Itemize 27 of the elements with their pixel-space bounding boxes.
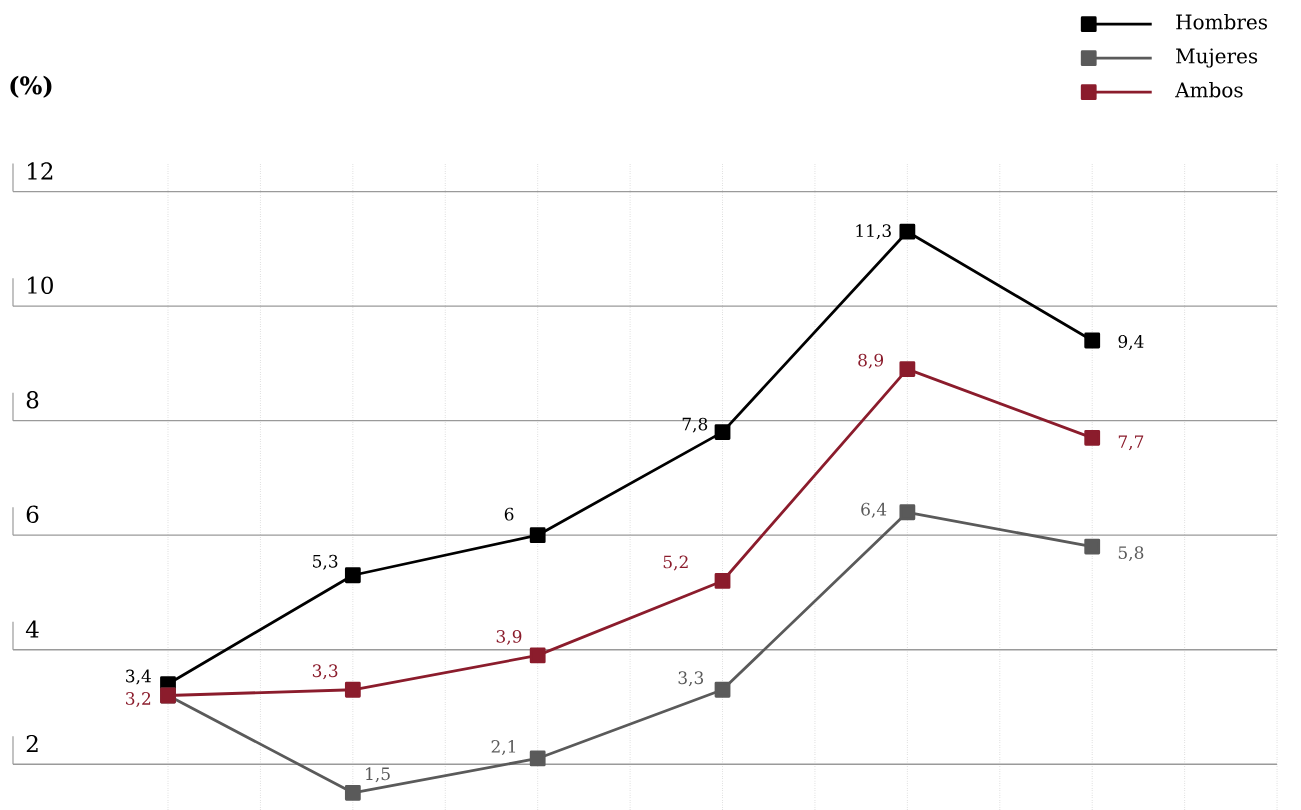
data-label: 3,3 bbox=[312, 664, 338, 680]
y-tick-label: 2 bbox=[26, 734, 38, 752]
y-tick-label: 4 bbox=[25, 620, 39, 638]
data-label: 5,8 bbox=[1118, 546, 1144, 562]
data-label: 11,3 bbox=[856, 224, 891, 240]
data-label: 6 bbox=[504, 507, 514, 521]
legend-label: Hombres bbox=[1176, 13, 1267, 30]
data-label: 7,8 bbox=[682, 417, 708, 433]
y-tick-label: 12 bbox=[28, 162, 53, 180]
data-label: 3,4 bbox=[126, 669, 151, 685]
legend-label: Ambos bbox=[1175, 81, 1243, 98]
data-label: 3,9 bbox=[496, 629, 522, 645]
data-label: 6,4 bbox=[861, 502, 887, 518]
data-label: 7,7 bbox=[1118, 435, 1144, 451]
data-label: 9,4 bbox=[1118, 335, 1144, 350]
data-label: 3,2 bbox=[126, 692, 151, 707]
data-label: 2,1 bbox=[491, 739, 516, 755]
legend-label: Mujeres bbox=[1176, 48, 1258, 68]
data-label: 5,2 bbox=[663, 555, 688, 571]
data-label: 3,3 bbox=[678, 671, 704, 687]
data-label: 1,5 bbox=[366, 767, 390, 783]
y-tick-label: 10 bbox=[28, 276, 53, 294]
data-label: 8,9 bbox=[858, 353, 884, 369]
y-tick-label: 8 bbox=[26, 391, 39, 409]
data-label: 5,3 bbox=[313, 554, 338, 570]
y-axis-title: (%) bbox=[10, 75, 52, 98]
y-tick-label: 6 bbox=[26, 505, 39, 523]
